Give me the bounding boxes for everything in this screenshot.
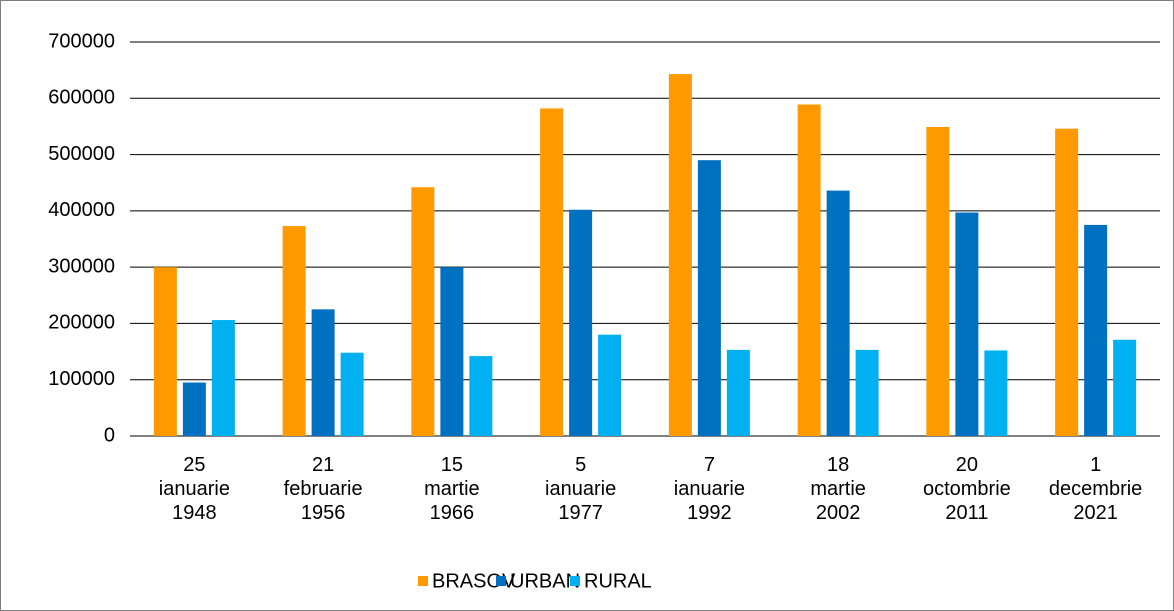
x-tick-label-line: martie [810,478,866,500]
y-tick-label: 300000 [48,255,115,277]
x-tick-label: 7 ianuarie 1992 [674,454,745,524]
y-tick-label: 400000 [48,199,115,221]
x-tick-label-line: 20 [956,454,978,476]
x-tick-label-line: 2021 [1073,502,1118,524]
x-tick-label-line: ianuarie [674,478,745,500]
bar [340,352,364,436]
x-tick-label-line: 7 [704,454,715,476]
x-tick-label-line: 1956 [301,502,346,524]
bar [411,187,435,436]
bar [540,108,564,436]
x-tick-label: 18 martie 2002 [810,454,866,524]
bar [984,350,1008,436]
x-tick-label-line: 1966 [430,502,475,524]
x-tick-label: 25 ianuarie 1948 [159,454,230,524]
x-tick-label-line: 1 [1090,454,1101,476]
legend-label: RURAL [584,570,652,592]
x-tick-label-line: 2011 [945,502,988,524]
x-tick-label: 20 octombrie 2011 [923,454,1011,524]
x-tick-label-line: 2002 [816,502,861,524]
x-tick-label: 5 ianuarie 1977 [545,454,616,524]
bar [469,356,493,436]
bar [697,160,721,436]
legend-swatch [418,576,428,586]
bar [855,349,879,436]
bar [311,309,335,436]
y-tick-label: 100000 [48,368,115,390]
legend-swatch [496,576,506,586]
bar [1055,128,1079,436]
legend-swatch [570,576,580,586]
x-tick-label-line: 5 [575,454,586,476]
bar [1084,224,1108,436]
x-tick-label-line: februarie [284,478,363,500]
x-tick-label: 21 februarie 1956 [284,454,363,524]
y-tick-label: 200000 [48,312,115,334]
x-tick-label-line: octombrie [923,478,1011,500]
y-tick-label: 0 [104,424,115,446]
x-tick-label-line: 15 [441,454,463,476]
x-tick-label: 1 decembrie 2021 [1049,454,1142,524]
legend-label: BRASOV [432,570,516,592]
bar [1113,339,1137,436]
x-tick-label-line: 1948 [172,502,217,524]
bar [797,104,821,436]
bar [955,212,979,436]
x-tick-label-line: ianuarie [159,478,230,500]
bar [598,334,622,436]
x-tick-label-line: decembrie [1049,478,1142,500]
x-tick-label-line: 1992 [687,502,732,524]
bar [211,320,235,436]
y-tick-label: 700000 [48,30,115,52]
bar [668,74,692,436]
y-tick-label: 600000 [48,87,115,109]
bar [926,126,950,437]
bar [282,226,306,436]
bar [182,382,206,436]
x-tick-label-line: 18 [827,454,849,476]
x-tick-label-line: 21 [312,454,334,476]
x-tick-label-line: martie [424,478,480,500]
bar [826,190,850,436]
bar [726,349,750,436]
x-tick-label-line: ianuarie [545,478,616,500]
bar [440,267,464,436]
legend-label: URBAN [510,570,580,592]
x-tick-label-line: 25 [183,454,205,476]
bar [153,267,177,436]
bar [569,209,593,436]
x-tick-label-line: 1977 [558,502,603,524]
y-tick-label: 500000 [48,143,115,165]
x-tick-label: 15 martie 1966 [424,454,480,524]
